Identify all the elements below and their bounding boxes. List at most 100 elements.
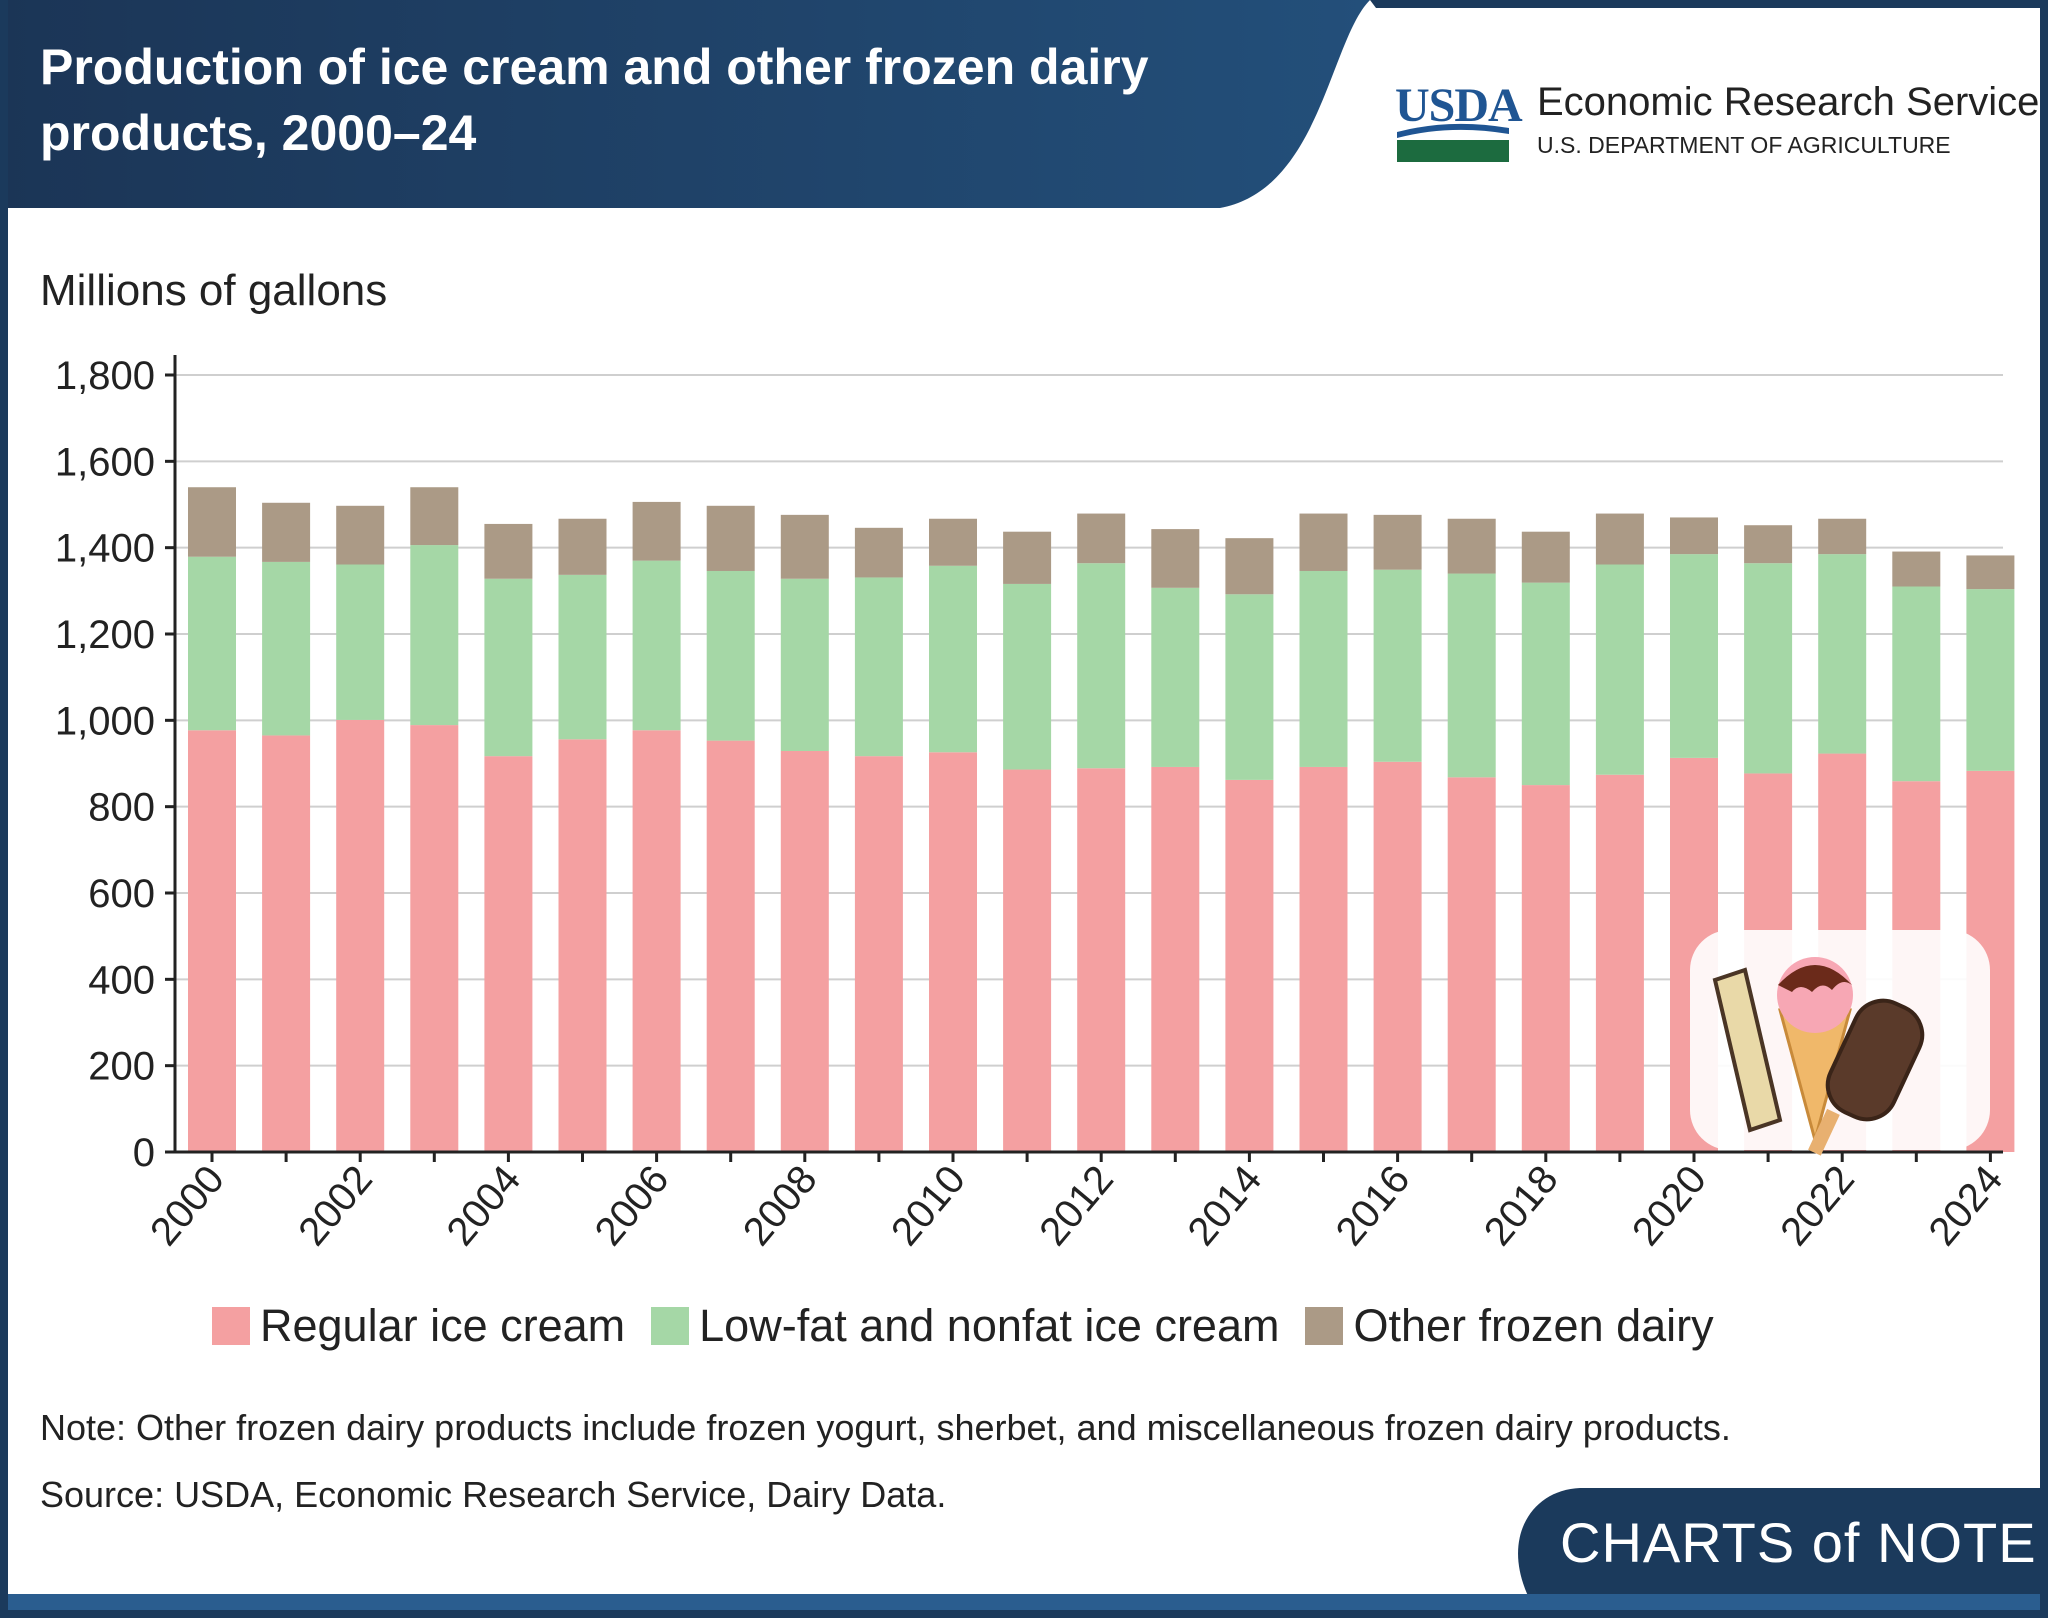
x-tick-label: 2000 [142, 1158, 233, 1254]
header-right-band [1370, 0, 2048, 8]
bar-regular-ice-cream [336, 719, 385, 1152]
bar-regular-ice-cream [854, 756, 903, 1152]
bar-other-frozen-dairy [1595, 513, 1644, 565]
bar-other-frozen-dairy [1225, 538, 1274, 595]
x-tick-label: 2010 [883, 1158, 974, 1254]
y-tick-label: 1,200 [55, 613, 155, 657]
x-tick-label: 2024 [1920, 1158, 2011, 1254]
bar-regular-ice-cream [1521, 785, 1570, 1152]
bar-lowfat-ice-cream [929, 565, 977, 753]
charts-of-note-brand: CHARTS of NOTE [1560, 1511, 2037, 1574]
bottom-band [0, 1594, 2048, 1618]
x-tick-label: 2004 [438, 1158, 529, 1254]
bar-regular-ice-cream [929, 752, 977, 1152]
bar-other-frozen-dairy [1670, 517, 1718, 555]
chart-note: Note: Other frozen dairy products includ… [40, 1407, 1731, 1448]
x-tick-label: 2012 [1031, 1158, 1122, 1254]
bar-other-frozen-dairy [410, 487, 459, 546]
bar-other-frozen-dairy [1818, 518, 1867, 555]
bar-regular-ice-cream [410, 725, 459, 1152]
department-name: U.S. DEPARTMENT OF AGRICULTURE [1537, 132, 1951, 158]
bar-regular-ice-cream [1225, 779, 1274, 1152]
header-band [0, 0, 1370, 208]
bar-regular-ice-cream [1373, 761, 1422, 1152]
bar-regular-ice-cream [1077, 768, 1126, 1152]
bar-regular-ice-cream [632, 730, 681, 1152]
bar-lowfat-ice-cream [336, 564, 385, 720]
bar-other-frozen-dairy [484, 523, 533, 579]
bar-other-frozen-dairy [1299, 513, 1348, 571]
bar-other-frozen-dairy [854, 527, 903, 578]
y-tick-label: 1,000 [55, 699, 155, 743]
bar-other-frozen-dairy [336, 505, 385, 565]
legend-swatch-other [1305, 1307, 1344, 1345]
bar-other-frozen-dairy [1003, 531, 1052, 584]
x-tick-label: 2022 [1772, 1158, 1863, 1254]
bar-regular-ice-cream [1003, 769, 1052, 1152]
x-tick-label: 2002 [290, 1158, 381, 1254]
x-tick-label: 2006 [587, 1158, 678, 1254]
x-tick-label: 2014 [1179, 1158, 1270, 1254]
bar-lowfat-ice-cream [1595, 564, 1644, 775]
bar-lowfat-ice-cream [1670, 554, 1718, 758]
bar-other-frozen-dairy [1521, 531, 1570, 583]
bar-other-frozen-dairy [1447, 518, 1496, 574]
bar-lowfat-ice-cream [1892, 586, 1941, 782]
bar-other-frozen-dairy [706, 505, 755, 571]
bar-other-frozen-dairy [1744, 525, 1793, 564]
bar-lowfat-ice-cream [854, 577, 903, 757]
bar-lowfat-ice-cream [1373, 569, 1422, 762]
bar-other-frozen-dairy [929, 518, 977, 566]
bar-lowfat-ice-cream [1151, 587, 1200, 767]
brand-band [1518, 1488, 2048, 1600]
usda-logo-swoosh [1397, 123, 1509, 138]
bar-lowfat-ice-cream [1818, 554, 1867, 754]
bar-other-frozen-dairy [262, 502, 311, 562]
bar-other-frozen-dairy [558, 518, 607, 575]
bar-lowfat-ice-cream [780, 578, 829, 751]
y-tick-label: 1,800 [55, 354, 155, 398]
bar-other-frozen-dairy [1892, 551, 1941, 587]
y-tick-label: 400 [88, 958, 155, 1002]
bar-lowfat-ice-cream [188, 556, 236, 731]
legend: Regular ice cream Low-fat and nonfat ice… [212, 1300, 1714, 1352]
bar-other-frozen-dairy [188, 487, 236, 557]
usda-logo-green [1397, 140, 1509, 162]
bar-lowfat-ice-cream [1299, 570, 1348, 767]
bar-regular-ice-cream [1595, 774, 1644, 1152]
bar-regular-ice-cream [558, 739, 607, 1152]
bar-lowfat-ice-cream [558, 574, 607, 740]
bar-lowfat-ice-cream [1744, 563, 1793, 774]
y-tick-label: 200 [88, 1045, 155, 1089]
legend-item-regular: Regular ice cream [212, 1300, 625, 1352]
bar-lowfat-ice-cream [632, 560, 681, 731]
bar-lowfat-ice-cream [1966, 589, 2015, 771]
bar-lowfat-ice-cream [484, 578, 533, 757]
bar-regular-ice-cream [262, 735, 311, 1152]
bar-regular-ice-cream [188, 730, 236, 1152]
bar-other-frozen-dairy [632, 501, 681, 561]
x-tick-label: 2016 [1328, 1158, 1419, 1254]
page-title: Production of ice cream and other frozen… [40, 39, 1149, 161]
bar-lowfat-ice-cream [262, 561, 311, 736]
agency-name: Economic Research Service [1537, 80, 2040, 124]
legend-swatch-regular [212, 1307, 250, 1345]
bar-lowfat-ice-cream [410, 545, 459, 726]
bar-lowfat-ice-cream [706, 570, 755, 741]
bar-other-frozen-dairy [780, 514, 829, 579]
bar-other-frozen-dairy [1966, 555, 2015, 590]
bar-regular-ice-cream [1299, 766, 1348, 1152]
bar-lowfat-ice-cream [1447, 573, 1496, 778]
legend-item-other: Other frozen dairy [1305, 1300, 1714, 1352]
y-tick-label: 800 [88, 786, 155, 830]
legend-label: Regular ice cream [260, 1300, 626, 1351]
y-tick-label: 0 [133, 1131, 155, 1175]
bar-regular-ice-cream [706, 740, 755, 1152]
bar-regular-ice-cream [484, 756, 533, 1152]
legend-swatch-lowfat [651, 1307, 690, 1345]
legend-label: Low-fat and nonfat ice cream [699, 1300, 1280, 1351]
chart-source: Source: USDA, Economic Research Service,… [40, 1474, 947, 1515]
bar-regular-ice-cream [1447, 777, 1496, 1152]
usda-logo-text: USDA [1395, 79, 1523, 132]
